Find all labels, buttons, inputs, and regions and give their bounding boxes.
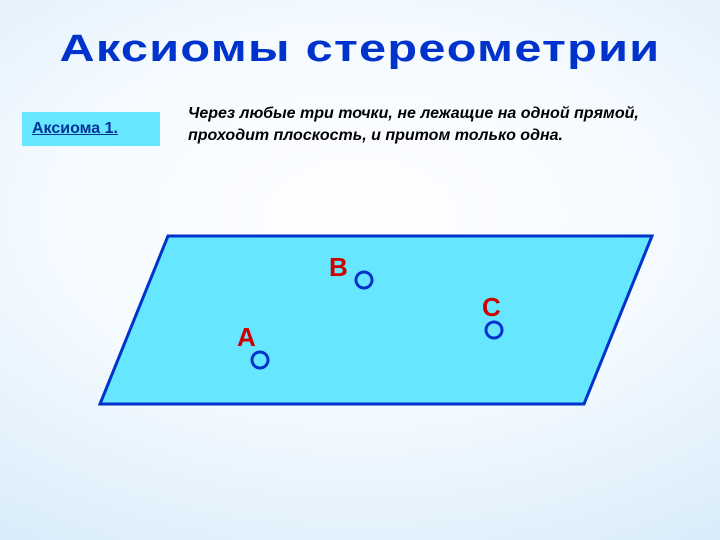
axiom-1-line2: проходит плоскость, и притом только одна…	[188, 125, 639, 147]
axiom-1-statement: Через любые три точки, не лежащие на одн…	[188, 103, 639, 146]
point-a-label: А	[237, 322, 256, 353]
page-title-text: Аксиомы стереометрии	[60, 28, 661, 70]
axiom-1-label-text: Аксиома 1.	[32, 120, 118, 137]
point-b-label: В	[329, 252, 348, 283]
plane-shape	[100, 236, 652, 404]
point-a-marker	[252, 352, 268, 368]
point-b-marker	[356, 272, 372, 288]
point-c-marker	[486, 322, 502, 338]
axiom-1-line1: Через любые три точки, не лежащие на одн…	[188, 103, 639, 125]
axiom-1-label-box: Аксиома 1.	[22, 112, 160, 146]
plane-diagram	[96, 220, 656, 420]
point-c-label: С	[482, 292, 501, 323]
page-title: Аксиомы стереометрии	[0, 28, 720, 71]
